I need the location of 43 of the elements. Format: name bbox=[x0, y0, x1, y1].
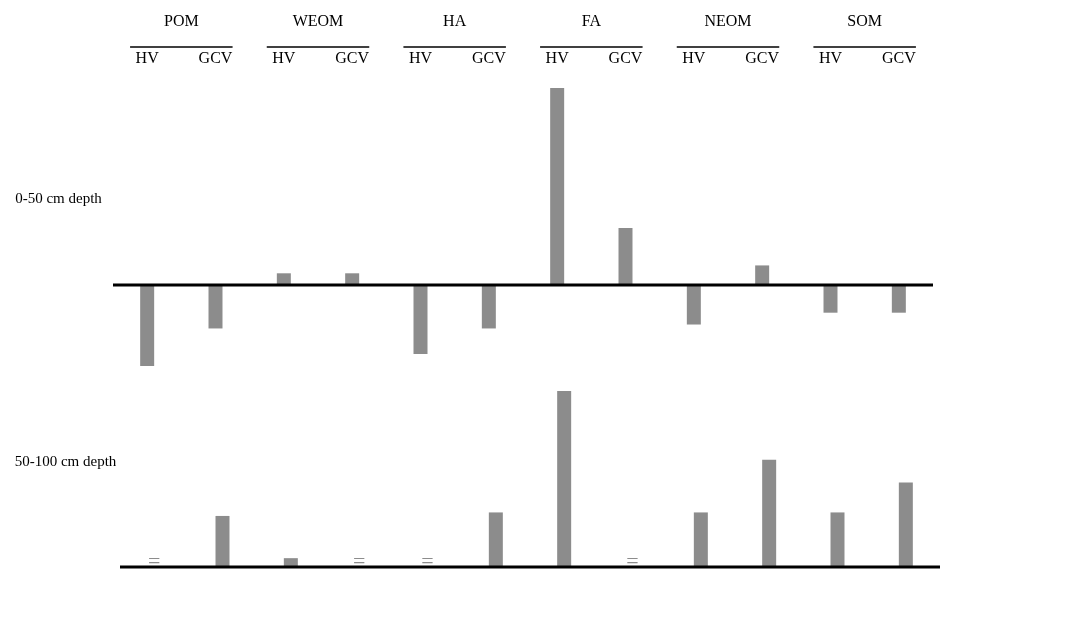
x-tick-label: GCV bbox=[335, 48, 370, 66]
bar bbox=[823, 285, 838, 313]
x-tick-label: HV bbox=[408, 48, 433, 66]
bar bbox=[898, 482, 913, 567]
text: SOM bbox=[847, 12, 883, 29]
bar bbox=[557, 391, 572, 567]
annotation: = bbox=[352, 547, 366, 573]
bar bbox=[755, 265, 770, 286]
text: NEOM bbox=[704, 12, 752, 29]
bar bbox=[276, 273, 291, 286]
bar bbox=[488, 512, 503, 567]
bar bbox=[686, 285, 701, 325]
text: HA bbox=[443, 12, 467, 29]
bar bbox=[618, 227, 633, 286]
x-tick-label: GCV bbox=[198, 48, 233, 66]
text: FA bbox=[581, 12, 602, 29]
x-tick-label: HV bbox=[545, 48, 570, 66]
x-tick-label: GCV bbox=[881, 48, 917, 66]
bar bbox=[345, 273, 360, 286]
bar bbox=[693, 512, 708, 567]
y-axis-title: 0-50 cm depth bbox=[15, 189, 103, 206]
bar bbox=[550, 88, 565, 286]
bar bbox=[830, 512, 845, 567]
bar bbox=[891, 285, 906, 313]
x-tick-label: GCV bbox=[608, 48, 643, 66]
x-tick-label: GCV bbox=[471, 48, 507, 66]
x-tick-label: HV bbox=[682, 48, 706, 66]
x-tick-label: GCV bbox=[745, 48, 780, 66]
annotation: = bbox=[626, 547, 639, 573]
x-tick-label: HV bbox=[135, 48, 160, 66]
annotation: = bbox=[421, 547, 434, 573]
text: POM bbox=[163, 12, 199, 29]
bar bbox=[208, 285, 223, 329]
text: WEOM bbox=[292, 12, 344, 29]
x-tick-label: HV bbox=[818, 48, 843, 66]
x-tick-label: HV bbox=[272, 48, 296, 66]
y-axis-title: 50-100 cm depth bbox=[14, 452, 117, 469]
bar bbox=[481, 285, 496, 329]
bar bbox=[140, 285, 155, 366]
bar bbox=[215, 515, 230, 567]
annotation: = bbox=[147, 547, 161, 573]
bar bbox=[762, 459, 777, 567]
bar bbox=[413, 285, 428, 355]
